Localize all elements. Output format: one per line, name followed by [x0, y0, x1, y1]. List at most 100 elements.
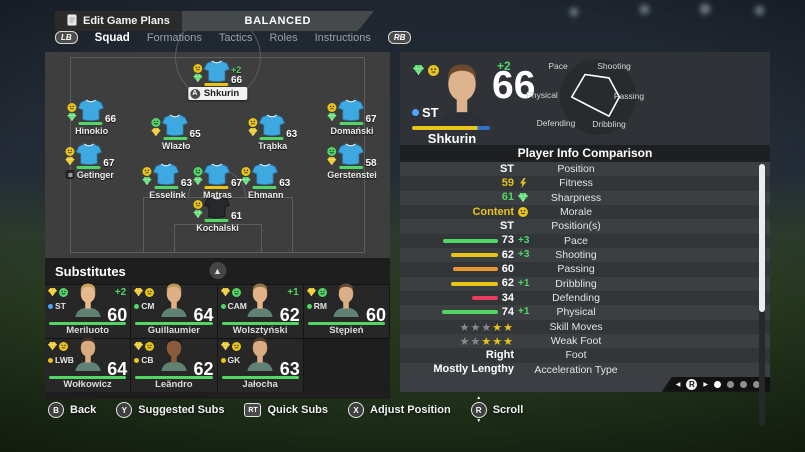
sub-name: Wolsztyński [232, 325, 288, 336]
page-dot-4[interactable] [753, 380, 760, 388]
sub-card-ja-ocha[interactable]: GK 63 Jałocha [217, 337, 304, 392]
comparison-label: Fitness [559, 177, 593, 190]
stadium-light [700, 4, 710, 14]
comparison-label: Defending [552, 292, 600, 305]
pitch-player-tr-bka[interactable]: 63 Trąbka [248, 114, 297, 151]
nav-tab-squad[interactable]: Squad [94, 31, 130, 44]
pitch-player-matras[interactable]: 67 Matras [192, 163, 242, 200]
sharpness-gem-green-icon [67, 113, 76, 122]
page-right-arrow[interactable]: ▶ [703, 381, 708, 388]
sub-card-st-pie[interactable]: RM 60 Stępień [303, 283, 390, 338]
position-dot [48, 303, 53, 309]
comparison-row-shooting: Shooting 62 +3 [400, 247, 770, 263]
nav-tab-formations[interactable]: Formations [146, 31, 202, 44]
sub-rating: 60 [365, 305, 386, 325]
player-jersey-icon [203, 196, 230, 219]
hint-suggested-subs[interactable]: Y Suggested Subs [116, 402, 224, 418]
comparison-row-position-s: Position(s) ST [400, 219, 770, 234]
sub-portrait [157, 334, 191, 376]
hint-quick-subs[interactable]: RT Quick Subs [244, 403, 328, 417]
pitch-player-hinokio[interactable]: 66 Hinokio [67, 99, 116, 136]
comparison-row-physical: Physical 74 +1 [400, 305, 770, 320]
sharpness-gem-yellow-icon [151, 127, 161, 136]
comparison-row-position: Position ST [400, 162, 770, 177]
subs-empty-space [303, 339, 390, 392]
page-dot-2[interactable] [727, 380, 734, 388]
player-face [161, 337, 187, 371]
sharpness-gem-green-icon [192, 74, 202, 83]
comparison-row-dribbling: Dribbling 62 +1 [400, 276, 770, 291]
pitch-player-kochalski[interactable]: 61 Kochalski [192, 196, 242, 233]
comparison-label: Position(s) [551, 220, 601, 233]
selected-player-plate: A Shkurin [187, 87, 248, 101]
sub-card-le-ndro[interactable]: CB 62 Leãndro [131, 337, 218, 392]
comparison-label: Pace [564, 234, 588, 247]
sharpness-gem-yellow-icon [134, 288, 144, 297]
squad-nav: LB Squad Formations Tactics Roles Instructio… [55, 31, 412, 44]
tab-balanced[interactable]: BALANCED [182, 11, 374, 31]
player-jersey-icon [258, 114, 285, 136]
player-rating: 66 [492, 64, 536, 107]
radar-label-physical: Physical [526, 90, 558, 100]
sub-fitness-bar [49, 322, 127, 325]
hint-back[interactable]: B Back [48, 402, 96, 418]
comparison-label: Acceleration Type [534, 363, 618, 376]
sub-card-guillaumier[interactable]: CM 64 Guillaumier [131, 283, 218, 338]
comparison-scrollbar [759, 164, 765, 426]
player-face [161, 283, 187, 317]
sub-name: Wołkowicz [63, 379, 112, 390]
r-stick-button[interactable]: R [686, 378, 698, 390]
sub-rating-boost: +1 [287, 287, 299, 298]
collapse-up-icon[interactable]: ▲ [209, 262, 226, 279]
pitch-player-esselink[interactable]: 63 Esselink [142, 163, 192, 200]
hint-adjust-position[interactable]: X Adjust Position [348, 402, 451, 418]
sub-fitness-bar [135, 322, 213, 325]
morale-smiley-green-icon [151, 117, 161, 127]
pitch-penalty-box [142, 197, 293, 253]
scrollbar-thumb[interactable] [759, 164, 765, 312]
nav-tab-roles[interactable]: Roles [269, 31, 298, 44]
sub-card-meriluoto[interactable]: ST +2 60 Meriluoto [45, 283, 132, 338]
radar-label-pace: Pace [548, 61, 568, 71]
hint-scroll[interactable]: ▲ R ▼ Scroll [470, 396, 523, 424]
pitch-player-getinger[interactable]: 67 Getinger [65, 143, 114, 180]
sub-position: GK [227, 355, 241, 365]
player-face [247, 283, 273, 317]
sharpness-gem-yellow-icon [306, 288, 316, 297]
pitch-player-ehmann[interactable]: 63 Ehmann [241, 163, 290, 200]
sub-card-wo-kowicz[interactable]: LWB 64 Wołkowicz [45, 337, 132, 392]
sharpness-gem-green-icon [327, 113, 337, 122]
player-jersey-icon [75, 143, 102, 165]
page-left-arrow[interactable]: ◀ [675, 381, 681, 388]
page-dot-1[interactable] [714, 380, 721, 388]
tab-edit-label: Edit Game Plans [83, 15, 170, 27]
pitch-player-shkurin[interactable]: +2 66 A Shkurin [187, 60, 248, 101]
lb-bumper-button[interactable]: LB [55, 31, 78, 44]
hint-label: Suggested Subs [138, 404, 225, 416]
sharpness-gem-green-icon [192, 177, 202, 186]
comparison-footer: ◀ R ▶ [400, 376, 770, 392]
a-button-badge: A [189, 88, 200, 99]
r-button-icon: R [470, 402, 487, 418]
b-button-icon: B [48, 402, 64, 418]
sub-card-wolszty-ski[interactable]: CAM +1 62 Wolsztyński [217, 283, 304, 338]
sharpness-gem-green-icon [192, 210, 202, 219]
tab-edit-game-plans[interactable]: Edit Game Plans [55, 11, 182, 31]
sub-portrait [71, 280, 105, 322]
comparison-row-pace: Pace 73 +3 [400, 233, 770, 248]
nav-tab-instructions[interactable]: Instructions [314, 31, 371, 44]
position-dot [134, 303, 140, 309]
sub-portrait [243, 280, 277, 322]
comparison-row-weak-foot: Weak Foot ★★★★★ [400, 333, 770, 349]
player-position: ST [422, 105, 439, 120]
nav-tab-tactics[interactable]: Tactics [218, 31, 253, 44]
pitch-player-doma-ski[interactable]: 67 Domański [327, 99, 377, 136]
pitch-player-gerstenstei[interactable]: 58 Gerstenstei [327, 143, 377, 180]
player-jersey-icon [337, 99, 365, 122]
morale-smiley-yellow-icon [67, 103, 76, 113]
rb-bumper-button[interactable]: RB [387, 31, 412, 44]
sub-fitness-bar [307, 322, 385, 325]
player-status-badge [65, 170, 75, 180]
page-dot-3[interactable] [740, 380, 747, 388]
pitch-player-wlaz-o[interactable]: 65 Wlazło [151, 114, 201, 151]
